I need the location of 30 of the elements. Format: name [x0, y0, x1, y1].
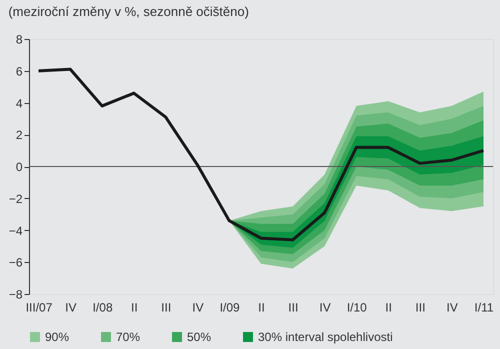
x-tick-label: IV: [319, 300, 331, 314]
x-tick-label: I/08: [92, 300, 113, 314]
x-tick-label: IV: [192, 300, 204, 314]
x-tick-label: I/10: [346, 300, 368, 314]
legend-label: 90%: [45, 330, 70, 344]
line-series: [37, 68, 485, 242]
x-tick-label: I/09: [220, 300, 240, 314]
legend-label: 30% interval spolehlivosti: [258, 330, 393, 344]
x-tick-label: III: [161, 300, 172, 314]
y-tick-label: 0: [16, 160, 23, 174]
x-tick-label: I/11: [474, 300, 494, 314]
x-tick-label: III/07: [26, 300, 53, 314]
y-tick-label: 2: [16, 128, 23, 142]
x-tick-label: III: [415, 300, 426, 314]
x-tick-label: IV: [65, 300, 76, 314]
y-tick-label: −8: [8, 288, 23, 302]
y-tick-label: −6: [8, 256, 23, 270]
y-tick-label: 8: [16, 32, 23, 46]
y-tick-label: −2: [8, 192, 23, 206]
chart-title: (meziroční změny v %, sezonně očištěno): [8, 4, 249, 19]
y-tick-label: 4: [16, 96, 23, 110]
x-tick-label: III: [288, 300, 298, 314]
y-tick-label: 6: [16, 64, 23, 78]
y-tick-label: −4: [8, 224, 23, 238]
x-tick-label: II: [385, 300, 392, 314]
legend-label: 70%: [116, 330, 140, 344]
x-tick-label: IV: [446, 300, 458, 314]
x-tick-label: II: [258, 300, 265, 314]
legend-label: 50%: [187, 330, 212, 344]
x-tick-label: II: [131, 300, 138, 314]
